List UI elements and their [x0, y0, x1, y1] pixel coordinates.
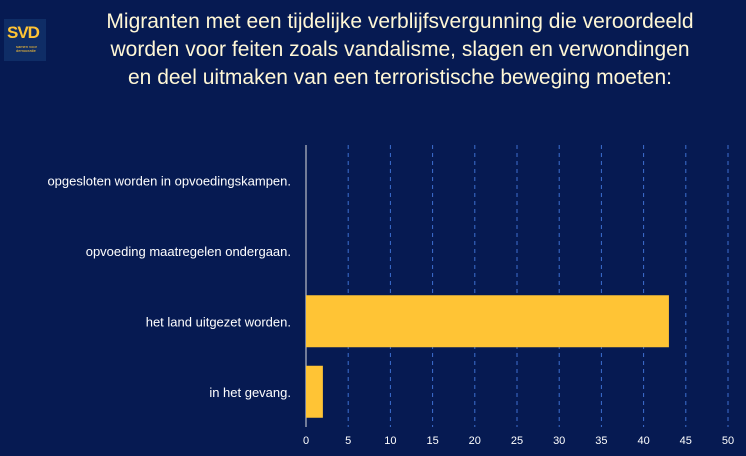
x-tick-label: 35 — [595, 435, 607, 447]
logo-text: SVD — [7, 23, 40, 42]
bar — [306, 295, 669, 348]
logo-subtitle: samen voor democratie — [16, 44, 37, 53]
x-tick-label: 25 — [511, 435, 523, 447]
x-tick-label: 40 — [637, 435, 649, 447]
category-label: opvoeding maatregelen ondergaan. — [86, 244, 291, 259]
x-tick-label: 45 — [680, 435, 692, 447]
bar — [306, 365, 323, 418]
x-tick-label: 10 — [384, 435, 396, 447]
svd-logo: SVD samen voor democratie — [4, 19, 46, 61]
category-label: het land uitgezet worden. — [146, 314, 291, 329]
chart-title: Migranten met een tijdelijke verblijfsve… — [106, 10, 694, 89]
category-label: opgesloten worden in opvoedingskampen. — [47, 173, 291, 188]
x-tick-label: 15 — [426, 435, 438, 447]
x-tick-label: 5 — [345, 435, 351, 447]
x-tick-label: 30 — [553, 435, 565, 447]
x-tick-label: 20 — [469, 435, 481, 447]
x-tick-label: 0 — [303, 435, 309, 447]
x-tick-label: 50 — [722, 435, 734, 447]
category-label: in het gevang. — [209, 385, 291, 400]
